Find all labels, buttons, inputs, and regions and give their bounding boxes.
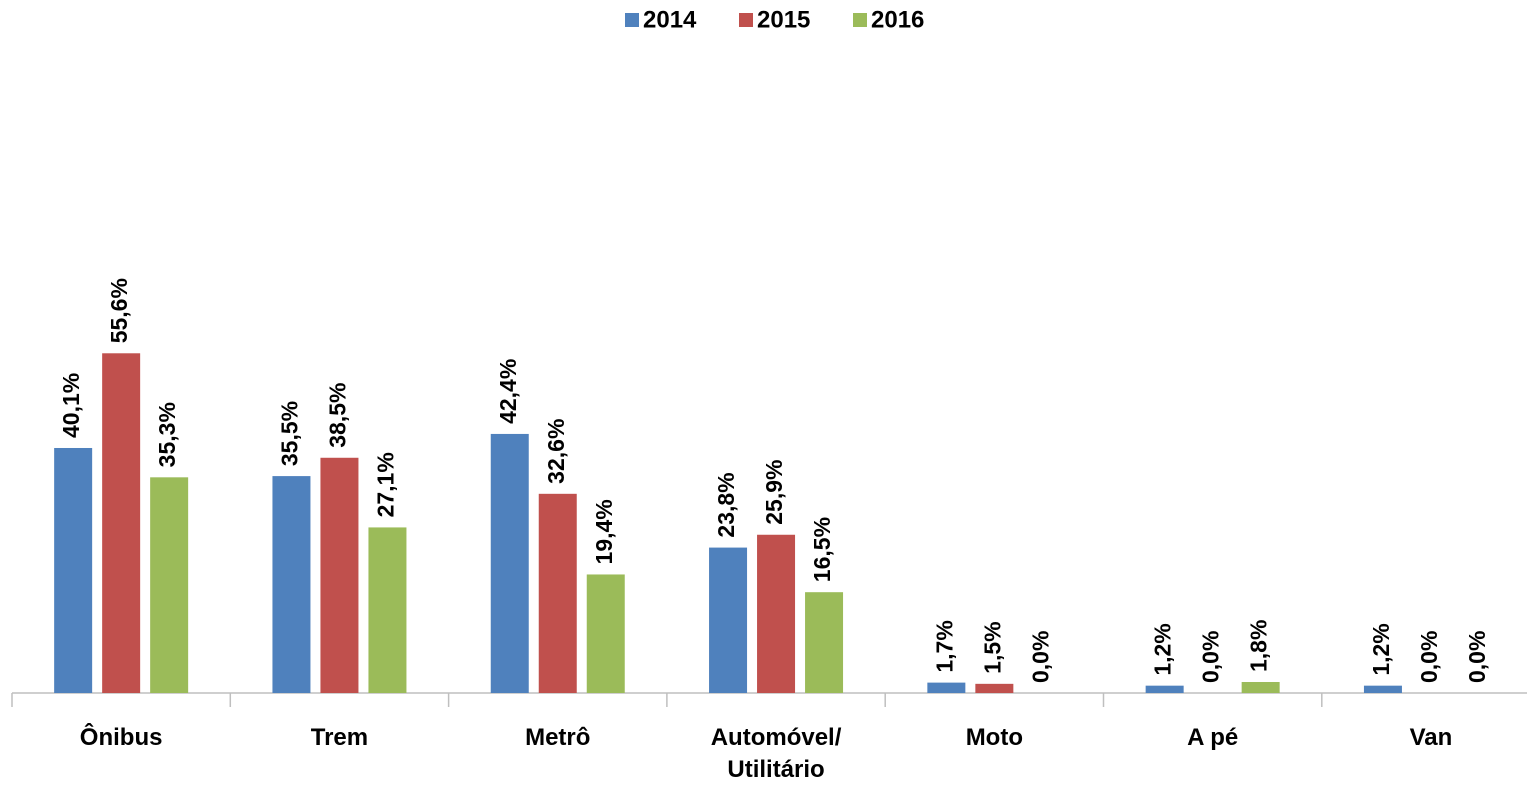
bar bbox=[1363, 685, 1402, 693]
value-label: 16,5% bbox=[809, 517, 835, 582]
value-label: 1,2% bbox=[1368, 623, 1394, 675]
value-label: 55,6% bbox=[106, 278, 132, 343]
bar bbox=[102, 353, 141, 693]
value-label: 40,1% bbox=[58, 373, 84, 438]
legend-swatch bbox=[853, 13, 867, 27]
bar bbox=[709, 547, 748, 693]
bar bbox=[272, 476, 311, 693]
value-label: 19,4% bbox=[591, 499, 617, 564]
bar bbox=[805, 592, 844, 693]
value-label: 38,5% bbox=[325, 383, 351, 448]
value-label: 0,0% bbox=[1027, 631, 1053, 683]
x-tick-label: Van bbox=[1409, 724, 1453, 751]
legend-label: 2015 bbox=[757, 6, 810, 33]
bar bbox=[490, 433, 529, 693]
bar bbox=[368, 527, 407, 693]
x-tick-label: Ônibus bbox=[79, 724, 163, 751]
value-label: 42,4% bbox=[495, 359, 521, 424]
value-label: 35,3% bbox=[154, 402, 180, 467]
value-label: 0,0% bbox=[1198, 631, 1224, 683]
value-label: 1,5% bbox=[979, 621, 1005, 673]
bar bbox=[320, 457, 359, 693]
bar bbox=[927, 682, 966, 693]
x-tick-label: Automóvel/ Utilitário bbox=[710, 724, 842, 783]
bar bbox=[586, 574, 625, 693]
value-label: 25,9% bbox=[761, 460, 787, 525]
value-label: 35,5% bbox=[277, 401, 303, 466]
legend-swatch bbox=[739, 13, 753, 27]
value-label: 0,0% bbox=[1464, 631, 1490, 683]
value-label: 1,8% bbox=[1246, 620, 1272, 672]
legend-swatch bbox=[625, 13, 639, 27]
value-label: 0,0% bbox=[1416, 631, 1442, 683]
value-label: 1,2% bbox=[1150, 623, 1176, 675]
value-label: 1,7% bbox=[931, 620, 957, 672]
x-tick-label: Trem bbox=[310, 724, 369, 751]
x-tick-label: Moto bbox=[965, 724, 1023, 751]
legend-label: 2014 bbox=[643, 6, 697, 33]
value-label: 23,8% bbox=[713, 472, 739, 537]
legend-label: 2016 bbox=[871, 6, 924, 33]
x-tick-label: A pé bbox=[1187, 724, 1239, 751]
value-label: 27,1% bbox=[373, 452, 399, 517]
bar bbox=[1241, 682, 1280, 693]
value-label: 32,6% bbox=[543, 419, 569, 484]
x-tick-label: Metrô bbox=[525, 724, 591, 751]
bar bbox=[1145, 685, 1184, 693]
bar bbox=[54, 447, 93, 693]
bar bbox=[150, 477, 189, 693]
bar bbox=[757, 534, 796, 693]
bar bbox=[975, 683, 1014, 693]
bar bbox=[538, 493, 577, 693]
